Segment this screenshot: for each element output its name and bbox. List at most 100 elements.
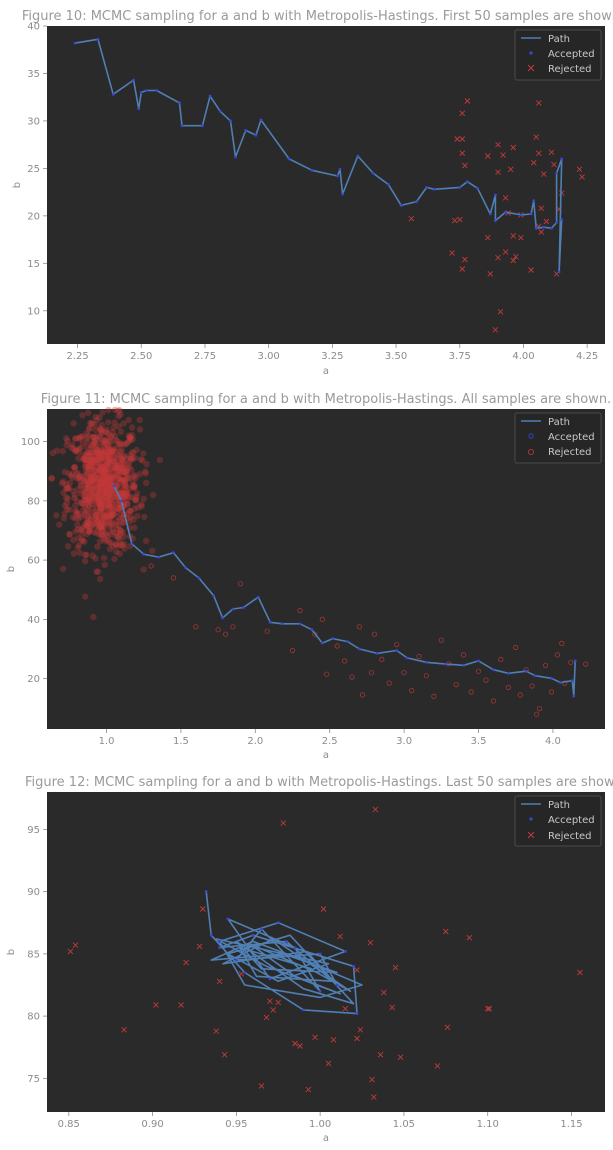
rejected-cloud-point xyxy=(96,538,104,545)
rejected-cloud-point xyxy=(88,453,96,460)
y-tick-label: 25 xyxy=(27,164,40,175)
rejected-cloud-point xyxy=(53,512,60,519)
rejected-cloud-point xyxy=(89,494,97,501)
rejected-point xyxy=(486,1005,493,1012)
rejected-cloud-point xyxy=(100,482,107,489)
rejected-cloud-point xyxy=(105,406,112,414)
rejected-cloud-point xyxy=(85,508,93,516)
rejected-cloud-point xyxy=(104,487,111,494)
rejected-point xyxy=(67,948,74,955)
rejected-cloud-point xyxy=(116,517,124,525)
rejected-point xyxy=(431,693,437,700)
rejected-cloud-point xyxy=(95,488,103,495)
rejected-cloud-point xyxy=(84,456,91,464)
rejected-cloud-point xyxy=(96,484,103,491)
rejected-point xyxy=(289,647,296,654)
rejected-cloud-point xyxy=(117,468,124,476)
rejected-cloud-point xyxy=(149,547,156,555)
rejected-cloud-point xyxy=(93,442,100,449)
rejected-cloud-point xyxy=(119,460,127,467)
rejected-point xyxy=(377,1051,384,1058)
rejected-point xyxy=(354,1035,360,1042)
rejected-cloud-point xyxy=(84,449,91,456)
rejected-cloud-point xyxy=(105,496,113,504)
rejected-cloud-point xyxy=(101,475,108,483)
rejected-cloud-point xyxy=(63,442,70,449)
rejected-cloud-point xyxy=(125,437,132,445)
accepted-point xyxy=(560,218,564,222)
rejected-cloud-point xyxy=(112,432,119,440)
rejected-cloud-point xyxy=(138,501,145,508)
rejected-cloud-point xyxy=(97,461,104,469)
rejected-cloud-point xyxy=(80,476,87,484)
x-tick-label: 2.75 xyxy=(194,351,216,362)
chart-title: Figure 10: MCMC sampling for a and b wit… xyxy=(22,9,613,24)
rejected-cloud-point xyxy=(104,519,112,526)
rejected-cloud-point xyxy=(78,526,86,534)
rejected-cloud-point xyxy=(95,501,103,508)
rejected-cloud-point xyxy=(118,465,125,472)
rejected-cloud-point xyxy=(98,500,106,507)
x-tick-label: 4.25 xyxy=(576,351,598,362)
rejected-cloud-point xyxy=(94,451,102,459)
rejected-cloud-point xyxy=(93,416,101,424)
accepted-point xyxy=(112,484,116,488)
rejected-cloud-point xyxy=(72,447,79,455)
rejected-cloud-point xyxy=(104,442,112,450)
rejected-cloud-point xyxy=(71,492,78,499)
rejected-cloud-point xyxy=(118,514,126,521)
rejected-cloud-point xyxy=(103,504,110,511)
rejected-cloud-point xyxy=(100,535,108,542)
accepted-point xyxy=(405,656,409,660)
rejected-cloud-point xyxy=(65,484,73,492)
accepted-point xyxy=(444,662,448,666)
rejected-cloud-point xyxy=(107,496,114,503)
rejected-cloud-point xyxy=(93,446,101,453)
rejected-cloud-point xyxy=(122,486,129,493)
accepted-point xyxy=(96,37,100,41)
rejected-cloud-point xyxy=(97,467,104,474)
rejected-cloud-point xyxy=(122,480,129,487)
rejected-cloud-point xyxy=(101,478,108,485)
accepted-point xyxy=(242,606,245,609)
y-tick-label: 20 xyxy=(27,674,40,685)
rejected-cloud-point xyxy=(92,449,99,456)
rejected-point xyxy=(434,1063,441,1069)
rejected-cloud-point xyxy=(142,537,150,544)
rejected-cloud-point xyxy=(67,472,75,479)
rejected-cloud-point xyxy=(88,485,96,492)
rejected-cloud-point xyxy=(109,505,116,512)
rejected-cloud-point xyxy=(103,473,111,480)
rejected-point xyxy=(223,631,229,637)
rejected-cloud-point xyxy=(48,475,56,482)
legend-path-label: Path xyxy=(548,417,570,428)
rejected-cloud-point xyxy=(132,496,139,503)
rejected-cloud-point xyxy=(125,463,133,471)
rejected-cloud-point xyxy=(93,513,101,520)
rejected-cloud-point xyxy=(69,474,76,481)
y-axis-label: b xyxy=(6,566,17,572)
rejected-cloud-point xyxy=(97,520,105,527)
accepted-point xyxy=(550,226,553,230)
rejected-cloud-point xyxy=(107,439,115,446)
rejected-cloud-point xyxy=(131,472,139,479)
rejected-cloud-point xyxy=(116,550,123,557)
rejected-cloud-point xyxy=(95,494,102,502)
rejected-cloud-point xyxy=(108,433,115,441)
rejected-cloud-point xyxy=(81,511,88,518)
rejected-cloud-point xyxy=(102,481,109,489)
rejected-cloud-point xyxy=(123,465,130,472)
rejected-cloud-point xyxy=(102,457,109,464)
rejected-cloud-point xyxy=(113,548,120,556)
accepted-point xyxy=(157,555,161,559)
rejected-cloud-point xyxy=(82,496,89,503)
rejected-cloud-point xyxy=(70,550,78,557)
rejected-cloud-point xyxy=(109,511,116,518)
rejected-cloud-point xyxy=(115,475,122,482)
rejected-cloud-point xyxy=(121,441,128,448)
rejected-cloud-point xyxy=(123,489,131,496)
rejected-cloud-point xyxy=(105,515,113,522)
rejected-cloud-point xyxy=(75,474,83,481)
rejected-cloud-point xyxy=(83,551,90,559)
accepted-point xyxy=(231,607,235,611)
